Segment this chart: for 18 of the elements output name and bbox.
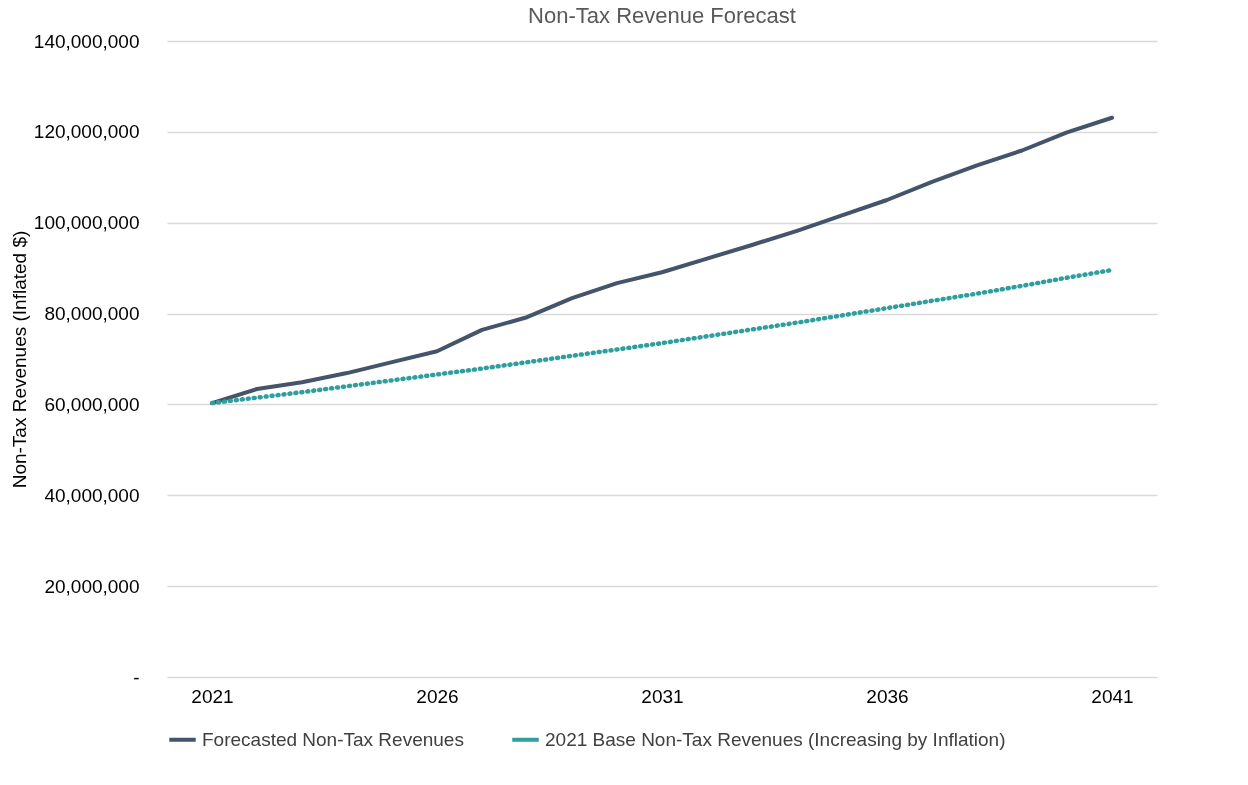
y-axis-title: Non-Tax Revenues (Inflated $): [8, 230, 30, 489]
y-tick-label: 100,000,000: [33, 212, 140, 234]
y-tick-label: 140,000,000: [33, 30, 140, 52]
chart-title: Non-Tax Revenue Forecast: [528, 3, 796, 28]
y-tick-label: 60,000,000: [44, 393, 140, 415]
x-tick-label: 2021: [191, 685, 234, 707]
x-tick-label: 2036: [866, 685, 909, 707]
y-tick-label: 80,000,000: [44, 303, 140, 325]
x-tick-label: 2026: [416, 685, 459, 707]
y-tick-label: 20,000,000: [44, 575, 140, 597]
legend-label: Forecasted Non-Tax Revenues: [202, 728, 464, 750]
x-tick-label: 2031: [641, 685, 684, 707]
x-tick-label: 2041: [1091, 685, 1134, 707]
line-series: [210, 115, 1114, 406]
y-tick-label: -: [133, 666, 140, 688]
y-tick-label: 120,000,000: [33, 121, 140, 143]
legend-label: 2021 Base Non-Tax Revenues (Increasing by Inflation): [545, 728, 1006, 750]
y-tick-label: 40,000,000: [44, 484, 140, 506]
